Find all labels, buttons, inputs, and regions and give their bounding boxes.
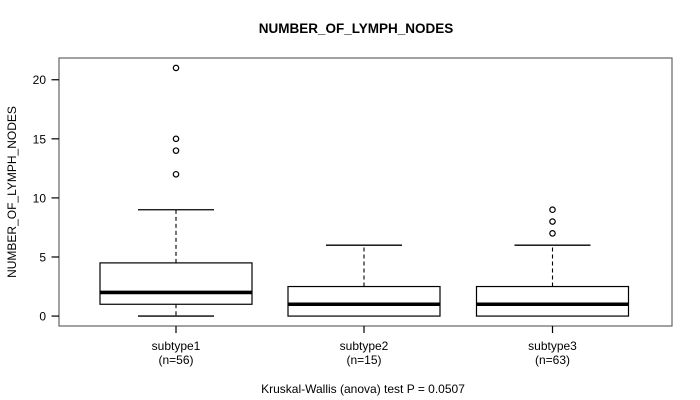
chart-title: NUMBER_OF_LYMPH_NODES [259, 21, 454, 36]
boxplot-group-subtype1 [99, 64, 253, 317]
outlier-point [172, 135, 180, 143]
y-tick-label: 0 [39, 310, 46, 324]
iqr-box [287, 285, 441, 317]
plot-border [58, 57, 673, 327]
group-sublabel: (n=15) [346, 353, 381, 367]
group-sublabel: (n=63) [535, 353, 570, 367]
group-label: subtype2 [340, 339, 389, 353]
group-sublabel: (n=56) [158, 353, 193, 367]
group-label: subtype1 [152, 339, 201, 353]
boxplot-series [99, 64, 630, 317]
outlier-point [172, 64, 180, 72]
y-tick-label: 15 [33, 132, 47, 146]
y-tick-label: 20 [33, 73, 47, 87]
boxplot-group-subtype2 [287, 244, 441, 317]
y-axis: 0 5 10 15 20 [33, 73, 59, 324]
y-tick-label: 10 [33, 191, 47, 205]
outlier-point [172, 170, 180, 178]
boxplot-group-subtype3 [475, 206, 630, 317]
iqr-box [475, 285, 630, 317]
outlier-point [549, 218, 556, 225]
y-tick-label: 5 [39, 250, 46, 264]
group-label: subtype3 [528, 339, 577, 353]
x-axis: subtype1(n=56) subtype2(n=15) subtype3(n=6… [152, 326, 577, 367]
iqr-box [99, 262, 253, 305]
stat-test-caption: Kruskal-Wallis (anova) test P = 0.0507 [261, 382, 465, 396]
outlier-point [549, 206, 556, 214]
outlier-point [549, 230, 556, 237]
y-axis-label: NUMBER_OF_LYMPH_NODES [5, 106, 19, 278]
outlier-point [172, 147, 180, 154]
